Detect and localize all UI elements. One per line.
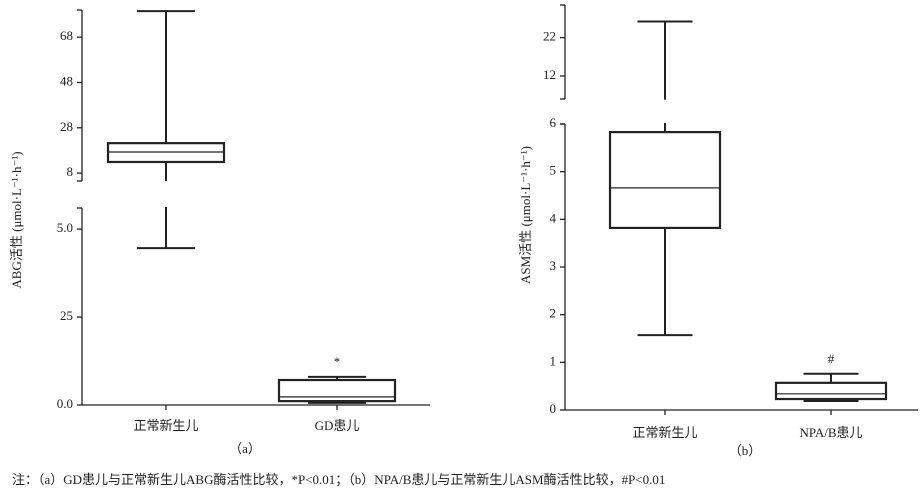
y-label: ABG活性 (μmol·L⁻¹·h⁻¹) [9,151,24,288]
x-tick-label: 正常新生儿 [133,418,198,433]
note: 注：（a）GD患儿与正常新生儿ABG酶活性比较，*P<0.01；（b）NPA/B… [12,472,665,488]
segment-plot [137,207,397,404]
y-tick-label: 6 [550,115,557,130]
annotation: * [334,354,341,369]
y-tick-label: 0 [550,401,557,416]
box [774,381,888,401]
y-tick-label: 22 [543,29,556,44]
x-tick-label: 正常新生儿 [632,425,697,440]
y-tick-label: 48 [60,73,73,88]
y-tick-label: 5.0 [57,220,73,235]
segment-plot [106,10,226,182]
segment-plot [608,123,888,402]
y-tick-label: 8 [67,164,74,179]
y-tick-label: 4 [550,210,557,225]
y-label: ASM活性 (μmol·L⁻¹·h⁻¹) [518,146,533,284]
y-tick-label: 3 [550,258,557,273]
box [277,378,397,403]
y-tick-label: 28 [60,119,73,134]
x-label: （a） [229,441,261,456]
annotation: # [828,351,835,366]
y-tick-label: 0.0 [57,396,73,411]
box [608,131,722,230]
y-tick-label: 2 [550,306,557,321]
y-tick-label: 5 [550,163,557,178]
y-tick-label: 1 [550,353,557,368]
segment-plot [637,20,693,100]
x-tick-label: NPA/B患儿 [799,425,862,440]
y-tick-label: 12 [543,67,556,82]
y-tick-label: 25 [60,308,73,323]
y-tick-label: 68 [60,28,73,43]
x-label: （b） [729,443,762,458]
x-tick-label: GD患儿 [315,418,360,433]
